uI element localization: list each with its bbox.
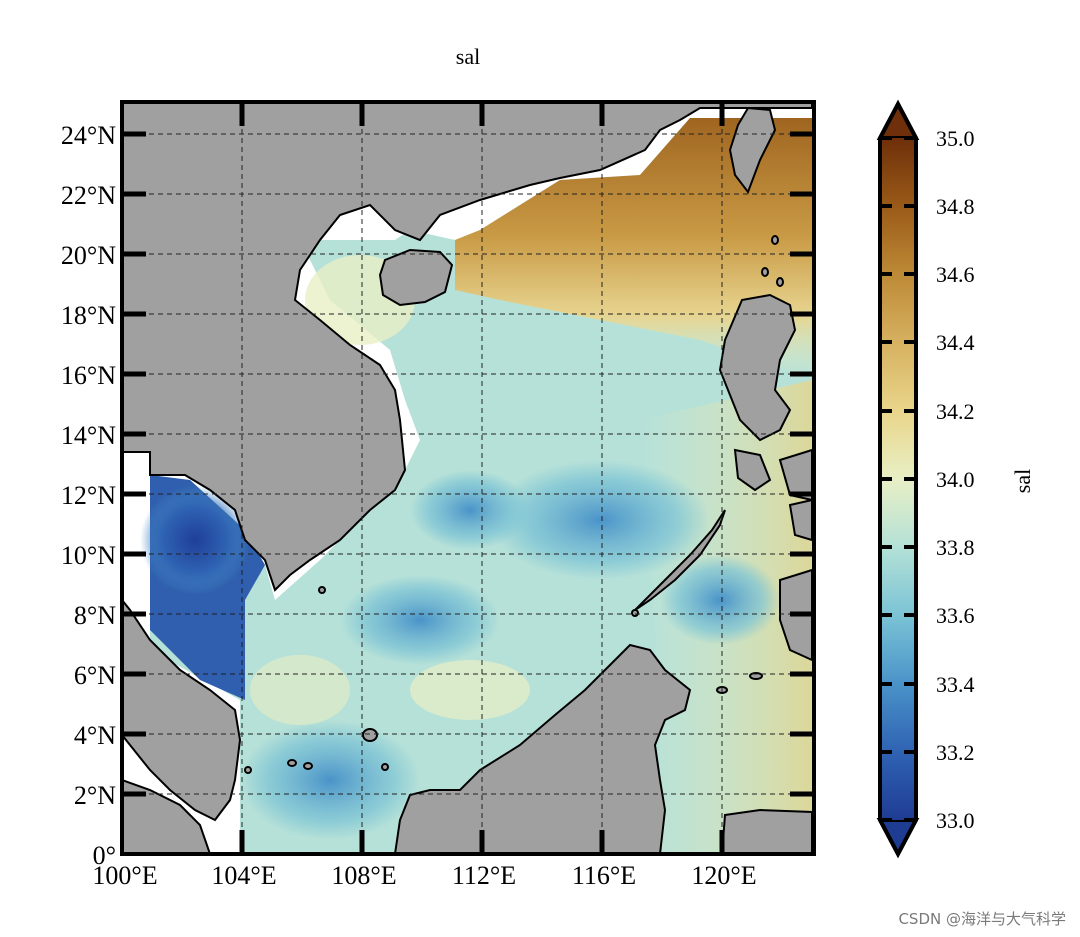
- colorbar-tick-label: 33.6: [936, 603, 975, 628]
- map-frame: [120, 100, 816, 856]
- colorbar-tick-label: 33.4: [936, 672, 975, 697]
- land-masses: [122, 102, 813, 854]
- colorbar-label: sal: [1010, 469, 1035, 493]
- lat-label: 10°N: [61, 541, 116, 570]
- colorbar-tick-label: 33.0: [936, 808, 975, 833]
- lon-label: 120°E: [691, 861, 756, 890]
- lat-label: 16°N: [61, 361, 116, 390]
- sumatra: [122, 778, 212, 854]
- colorbar-tick-label: 33.8: [936, 535, 975, 560]
- lat-label: 2°N: [74, 781, 116, 810]
- colorbar-min-arrow: [876, 818, 920, 859]
- colorbar-tick-label: 34.2: [936, 399, 975, 424]
- colorbar-tick-label: 34.4: [936, 330, 975, 355]
- map-title: sal: [456, 44, 480, 69]
- longitude-labels: 100°E 104°E 108°E 112°E 116°E 120°E: [92, 861, 756, 890]
- colorbar-tick-label: 34.6: [936, 262, 975, 287]
- lat-label: 0°: [93, 841, 116, 870]
- colorbar-tick-label: 34.0: [936, 467, 975, 492]
- malay-peninsula: [122, 598, 242, 822]
- mainland-asia: [122, 102, 813, 592]
- watermark: CSDN @海洋与大气科学: [898, 910, 1066, 928]
- lon-label: 116°E: [572, 861, 636, 890]
- lon-label: 104°E: [211, 861, 276, 890]
- mindoro-island: [733, 448, 772, 492]
- lat-label: 18°N: [61, 301, 116, 330]
- lat-label: 12°N: [61, 481, 116, 510]
- sulawesi-island: [720, 808, 813, 854]
- borneo-island: [393, 643, 692, 854]
- lat-label: 22°N: [61, 181, 116, 210]
- lat-label: 14°N: [61, 421, 116, 450]
- lon-label: 112°E: [452, 861, 516, 890]
- lon-label: 100°E: [92, 861, 157, 890]
- lat-label: 20°N: [61, 241, 116, 270]
- latitude-labels: 24°N 22°N 20°N 18°N 16°N 14°N 12°N 10°N …: [61, 121, 116, 870]
- natuna-island: [362, 728, 378, 742]
- lon-label: 108°E: [331, 861, 396, 890]
- graticule: [122, 102, 814, 854]
- lat-label: 6°N: [74, 661, 116, 690]
- map-ticks: [122, 102, 814, 854]
- map-area: [122, 102, 814, 854]
- colorbar-tick-labels: 35.0 34.8 34.6 34.4 34.2 34.0 33.8 33.6 …: [936, 126, 975, 833]
- hainan-island: [378, 248, 454, 307]
- colorbar-max-arrow: [876, 99, 920, 140]
- colorbar-tick-label: 34.8: [936, 194, 975, 219]
- taiwan-island: [728, 106, 777, 195]
- colorbar-ticks: [880, 136, 916, 822]
- lat-label: 4°N: [74, 721, 116, 750]
- lat-label: 24°N: [61, 121, 116, 150]
- colorbar-tick-label: 33.2: [936, 740, 975, 765]
- colorbar-tick-label: 35.0: [936, 126, 975, 151]
- lat-label: 8°N: [74, 601, 116, 630]
- colorbar: 35.0 34.8 34.6 34.4 34.2 34.0 33.8 33.6 …: [876, 99, 1035, 859]
